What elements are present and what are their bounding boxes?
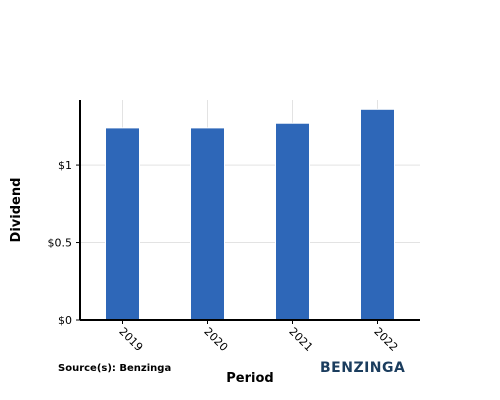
bar-2020 [190, 127, 225, 321]
x-tick-label: 2019 [116, 325, 145, 354]
bar-2021 [275, 122, 310, 321]
y-tick-label: $0 [58, 314, 72, 327]
x-tick-label: 2022 [371, 325, 400, 354]
y-axis-title: Dividend [9, 178, 24, 243]
brand-logo: BENZINGA [320, 360, 406, 376]
y-tick-label: $1 [58, 159, 72, 172]
source-note: Source(s): Benzinga [58, 363, 172, 374]
x-tick-labels: 2019 2020 2021 2022 [116, 320, 400, 354]
axes [79, 100, 420, 321]
x-tick-label: 2021 [286, 325, 315, 354]
y-tick-labels: $0 $0.5 $1 [48, 159, 80, 327]
y-tick-label: $0.5 [48, 237, 73, 250]
bar-2022 [360, 108, 395, 321]
bars [105, 108, 395, 321]
x-axis-title: Period [226, 371, 273, 386]
bar-2019 [105, 127, 140, 321]
x-tick-label: 2020 [201, 325, 230, 354]
